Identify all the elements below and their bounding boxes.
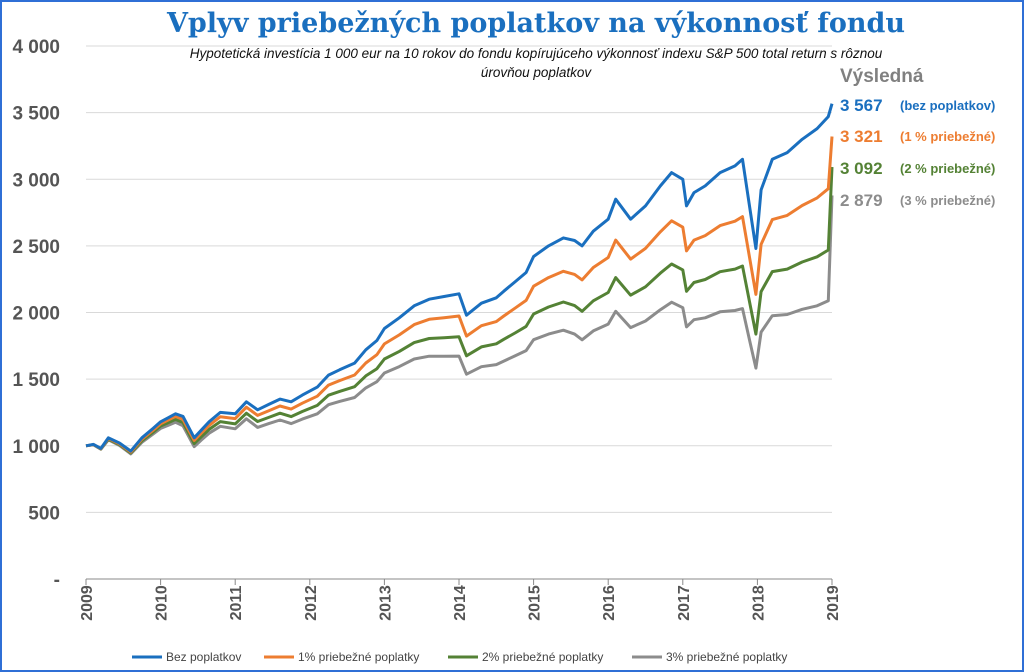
y-tick-label: 1 000 — [12, 437, 60, 458]
x-tick-label: 2009 — [79, 585, 96, 621]
x-tick-label: 2016 — [601, 585, 618, 621]
chart-subtitle-line2: úrovňou poplatkov — [481, 65, 593, 80]
end-value-label: 3 321 — [840, 127, 883, 146]
x-tick-label: 2012 — [303, 585, 320, 621]
end-values-header: Výsledná — [840, 66, 924, 87]
legend: Bez poplatkov 1% priebežné poplatky 2% pri… — [132, 650, 787, 664]
y-tick-label: 1 500 — [12, 370, 60, 391]
x-tick-label: 2014 — [452, 585, 469, 621]
legend-label: 2% priebežné poplatky — [482, 650, 603, 664]
x-axis: 2009 2010 2011 2012 2013 2014 2015 2016 2017 2018… — [79, 578, 842, 621]
y-axis-ticks: - 500 1 000 1 500 2 000 2 500 3 000 3 500 4 000 — [12, 37, 60, 591]
series-line — [85, 195, 834, 456]
legend-label: Bez poplatkov — [166, 650, 241, 664]
legend-label: 3% priebežné poplatky — [666, 650, 787, 664]
x-tick-label: 2017 — [676, 585, 693, 621]
x-tick-label: 2013 — [377, 585, 394, 621]
end-value-labels: 3 567 (bez poplatkov) 3 321 (1 % priebežné)… — [840, 96, 995, 210]
end-value-note: (3 % priebežné) — [900, 193, 995, 208]
legend-label: 1% priebežné poplatky — [298, 650, 419, 664]
end-value-label: 3 567 — [840, 96, 883, 115]
x-tick-label: 2010 — [154, 585, 171, 621]
y-tick-label: 3 500 — [12, 104, 60, 125]
series-line — [85, 166, 834, 455]
y-tick-label: 4 000 — [12, 37, 60, 58]
y-tick-label: 2 500 — [12, 237, 60, 258]
end-value-note: (2 % priebežné) — [900, 161, 995, 176]
y-tick-label: 2 000 — [12, 304, 60, 325]
series-line — [85, 103, 834, 453]
x-tick-label: 2019 — [825, 585, 842, 621]
y-tick-label: 3 000 — [12, 170, 60, 191]
x-tick-label: 2015 — [527, 585, 544, 621]
series-lines — [85, 103, 834, 456]
gridlines — [86, 45, 832, 513]
y-tick-label: 500 — [28, 503, 60, 524]
chart-title: Vplyv priebežných poplatkov na výkonnosť… — [166, 8, 905, 39]
x-tick-label: 2018 — [750, 585, 767, 621]
end-value-note: (1 % priebežné) — [900, 129, 995, 144]
end-value-label: 2 879 — [840, 191, 883, 210]
end-value-label: 3 092 — [840, 159, 883, 178]
x-tick-label: 2011 — [228, 586, 245, 621]
chart-subtitle-line1: Hypotetická investícia 1 000 eur na 10 r… — [190, 46, 883, 61]
end-value-note: (bez poplatkov) — [900, 98, 995, 113]
y-tick-label: - — [54, 570, 60, 591]
